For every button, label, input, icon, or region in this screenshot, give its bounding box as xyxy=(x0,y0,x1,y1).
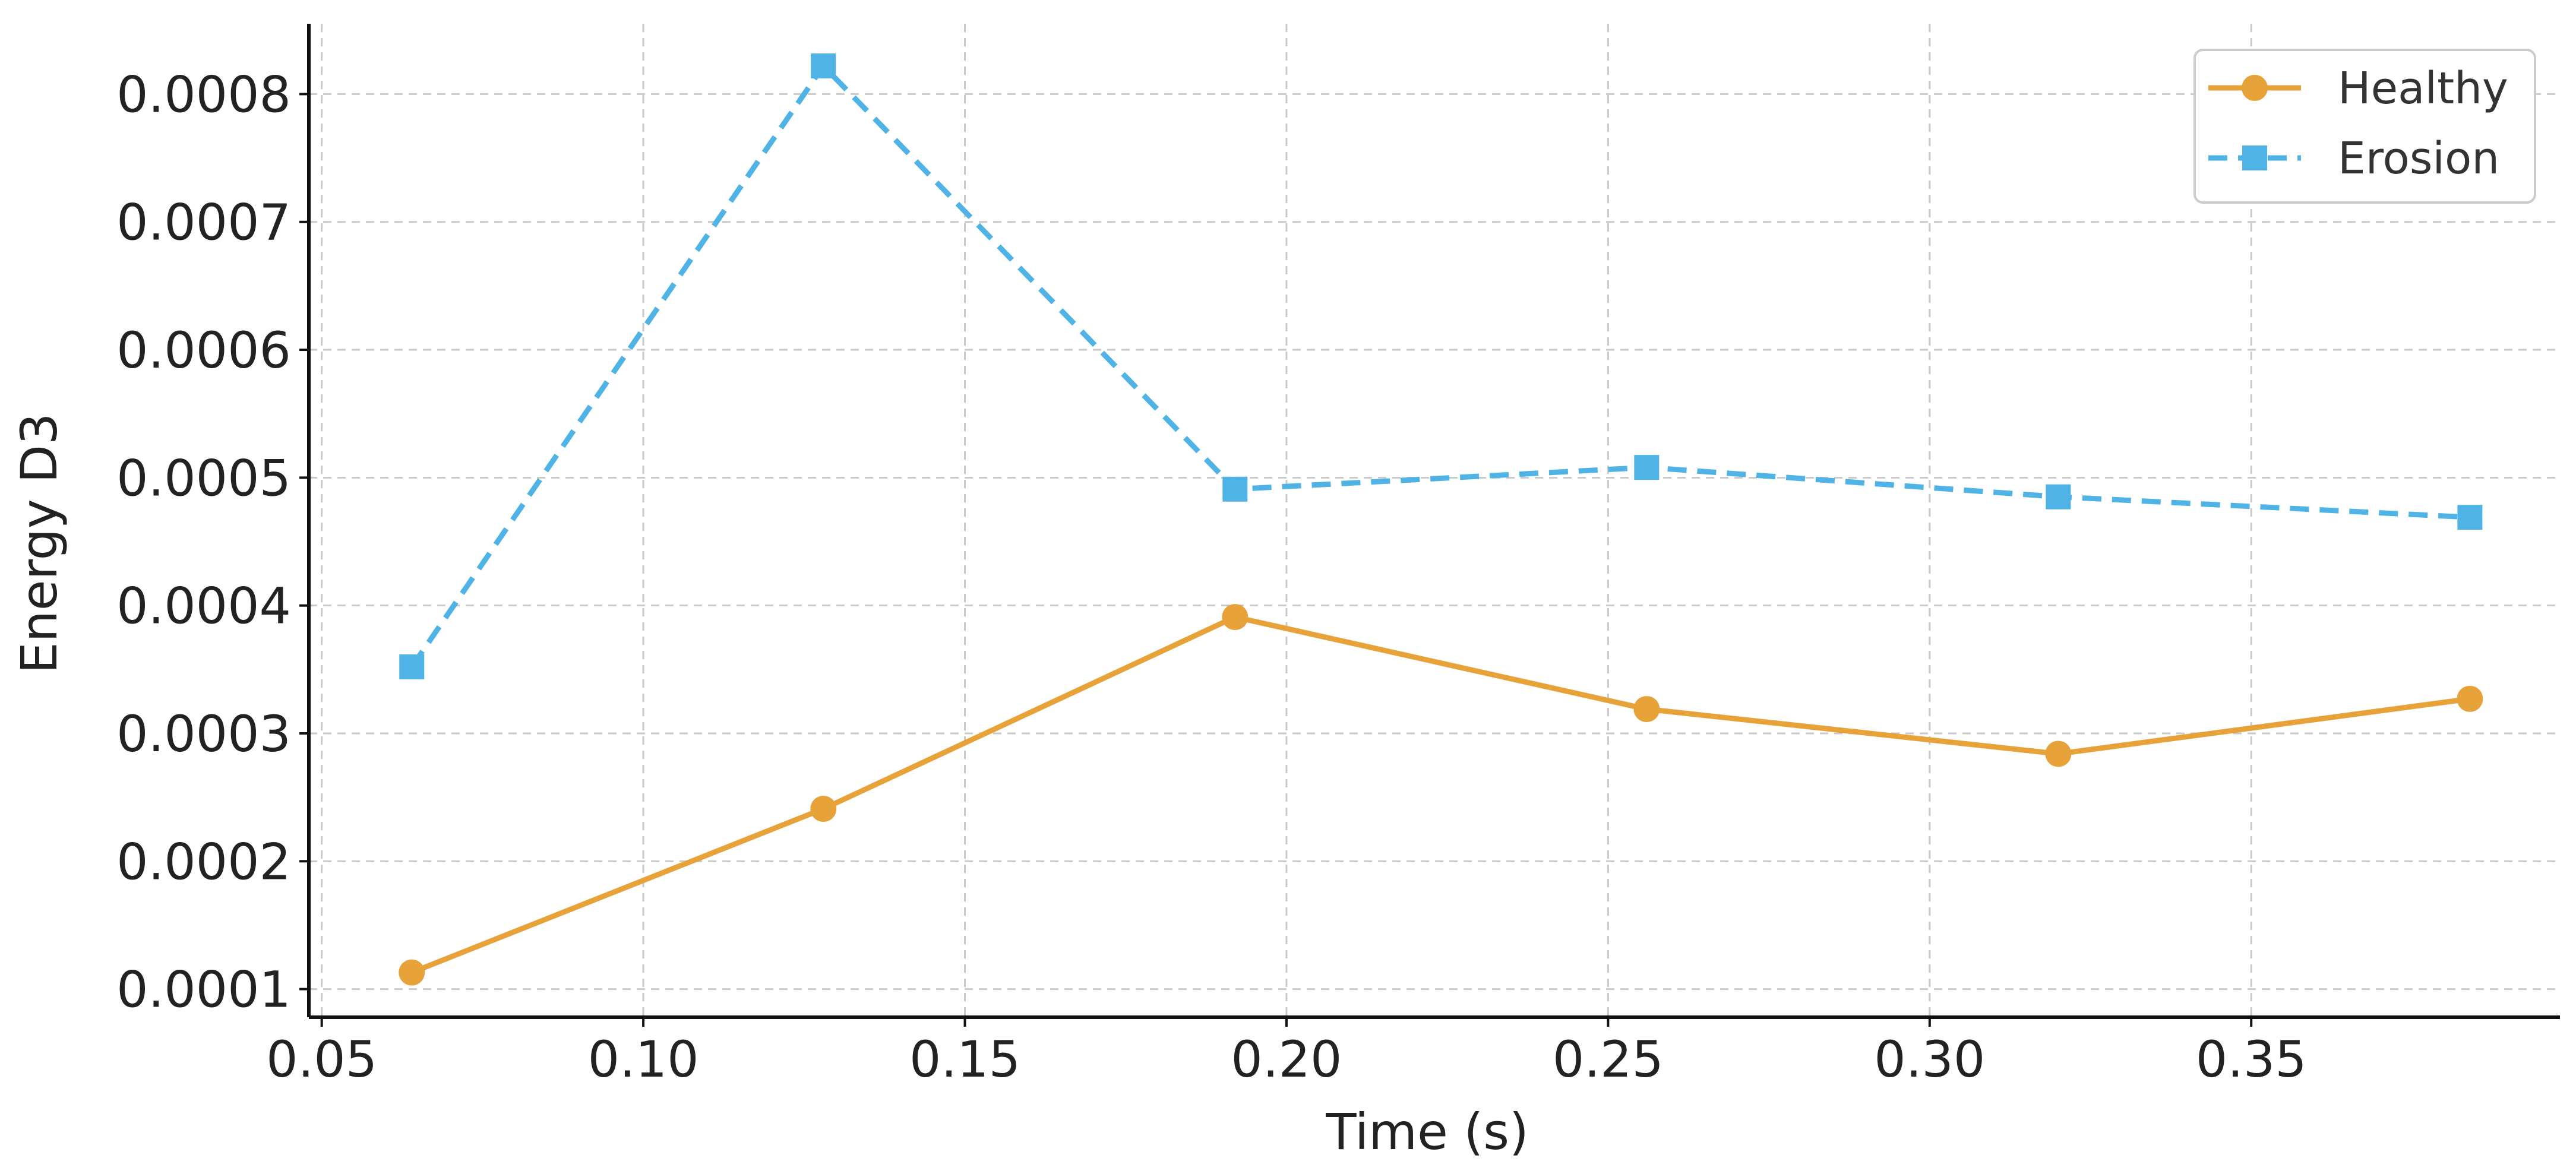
x-tick-label: 0.10 xyxy=(588,1030,699,1088)
x-tick-label: 0.15 xyxy=(909,1030,1020,1088)
healthy-data-point xyxy=(399,959,425,986)
y-tick-label: 0.0001 xyxy=(116,961,291,1019)
x-axis-label: Time (s) xyxy=(1325,1103,1529,1161)
erosion-data-point xyxy=(1634,455,1660,480)
x-tick-label: 0.25 xyxy=(1553,1030,1664,1088)
erosion-series-line xyxy=(409,63,2470,669)
healthy-data-point xyxy=(810,796,837,822)
erosion-data-point xyxy=(2457,505,2483,530)
erosion-data-point xyxy=(1222,476,1248,502)
healthy-data-point xyxy=(2045,741,2072,767)
y-tick-label: 0.0008 xyxy=(116,65,291,124)
legend-healthy-marker xyxy=(2242,75,2268,101)
legend-erosion-marker xyxy=(2242,145,2267,170)
erosion-data-point xyxy=(811,53,836,79)
erosion-data-point xyxy=(2046,484,2071,510)
axes xyxy=(307,24,2560,1019)
legend: Healthy Erosion xyxy=(2193,49,2536,204)
x-tick-label: 0.20 xyxy=(1231,1030,1342,1088)
healthy-data-point xyxy=(2457,685,2483,712)
x-tick-label: 0.35 xyxy=(2196,1030,2307,1088)
healthy-data-point xyxy=(1222,604,1249,631)
erosion-data-point xyxy=(399,654,425,680)
y-tick-label: 0.0004 xyxy=(116,577,291,635)
healthy-series-line xyxy=(410,614,2470,975)
x-tick-label: 0.30 xyxy=(1874,1030,1985,1088)
x-tick-label: 0.05 xyxy=(266,1030,377,1088)
y-axis-label: Energy D3 xyxy=(10,413,68,674)
series-plot xyxy=(399,53,2483,986)
grid xyxy=(309,24,2560,1017)
legend-healthy-label: Healthy xyxy=(2338,63,2508,114)
y-tick-label: 0.0006 xyxy=(116,321,291,379)
y-tick-label: 0.0007 xyxy=(116,194,291,252)
y-tick-label: 0.0002 xyxy=(116,833,291,891)
y-tick-label: 0.0005 xyxy=(116,449,291,507)
healthy-data-point xyxy=(1633,696,1660,723)
legend-erosion-label: Erosion xyxy=(2338,133,2499,184)
tick-labels: 0.05 0.10 0.15 0.20 0.25 0.30 0.35 0.0001 0.0002… xyxy=(116,65,2307,1088)
y-tick-label: 0.0003 xyxy=(116,705,291,763)
